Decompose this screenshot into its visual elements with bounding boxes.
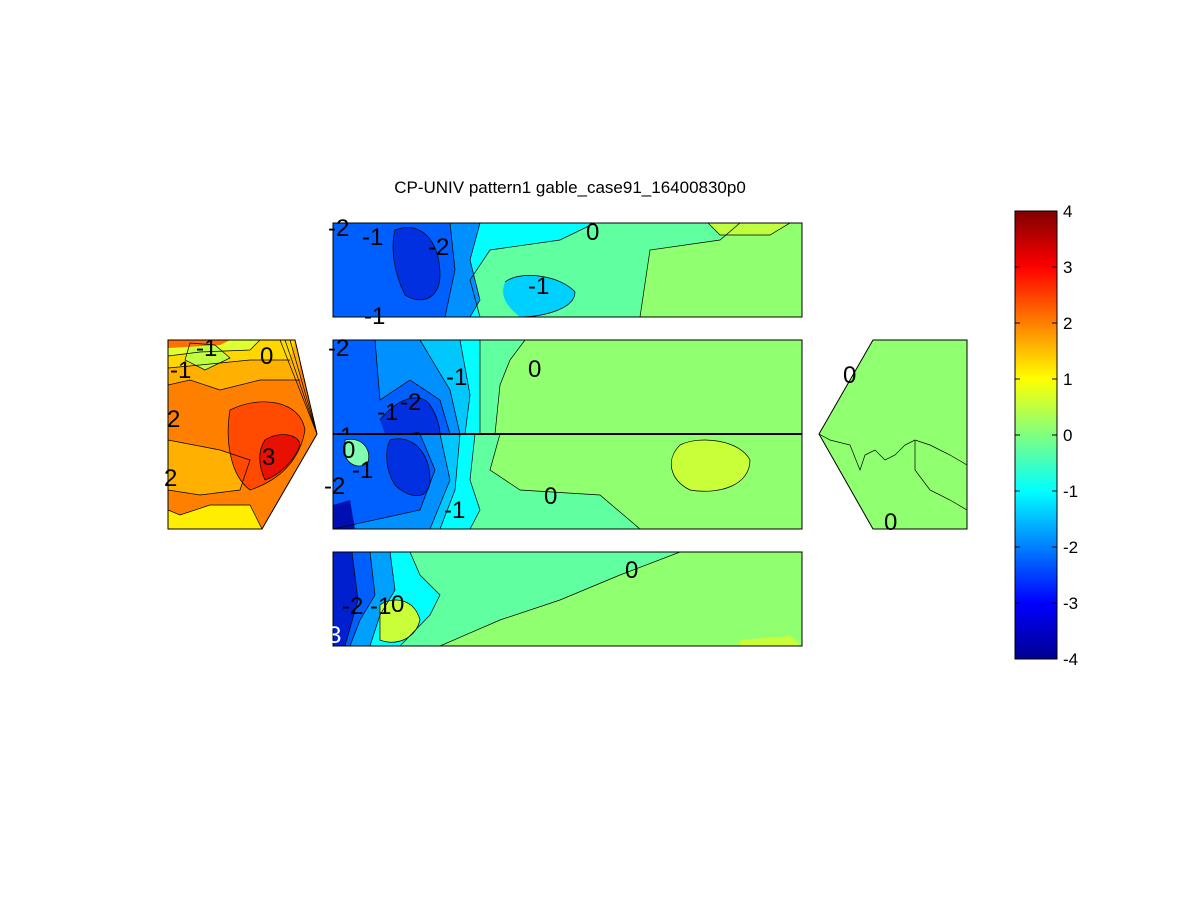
colorbar-tick-label: -2: [1063, 538, 1078, 557]
contour-label: 0: [528, 356, 541, 383]
panel-roof-leeward-slope: 0 -2 -1 0 -3: [320, 551, 803, 649]
panel-gable-wall-right: 0 0: [818, 339, 968, 536]
panel-long-wall-upper: -2 0 -1 -1 -2 -3 -1: [328, 335, 803, 455]
contour-label: 0: [260, 343, 273, 370]
contour-label: 0: [342, 437, 355, 464]
contour-label: -1: [528, 273, 549, 300]
contour-label: -1: [170, 357, 191, 384]
contour-label: -1: [362, 224, 383, 251]
contour-label: -1: [446, 364, 467, 391]
contour-label: 0: [391, 591, 404, 618]
contour-label: -1: [352, 457, 373, 484]
contour-label: -2: [328, 215, 349, 242]
contour-label: -2: [342, 593, 363, 620]
contour-label: -2: [428, 234, 449, 261]
contour-label: 0: [586, 219, 599, 246]
colorbar-tick-label: 1: [1063, 370, 1072, 389]
contour-label: 2: [167, 406, 180, 433]
contour-label: -1: [370, 593, 391, 620]
contour-label: -1: [196, 335, 217, 362]
contour-label: 0: [625, 557, 638, 584]
colorbar-tick-label: -3: [1063, 594, 1078, 613]
colorbar-tick-label: -1: [1063, 482, 1078, 501]
colorbar-gradient: [1014, 210, 1058, 660]
contour-label: -1: [377, 399, 398, 426]
contour-label: 0: [843, 362, 856, 389]
panel-gable-wall-left: -1 -1 0 2 3 2: [164, 335, 318, 530]
contour-label: -1: [444, 497, 465, 524]
contour-label: -2: [400, 389, 421, 416]
contour-label: -1: [364, 303, 385, 330]
panel-roof-windward-slope: -2 -1 -2 0 -1 -1: [328, 215, 803, 330]
colorbar-ticks: 4 3 2 1 0 -1 -2 -3 -4: [1015, 202, 1078, 669]
colorbar-tick-label: 4: [1063, 202, 1072, 221]
colorbar: 4 3 2 1 0 -1 -2 -3 -4: [1014, 202, 1078, 669]
contour-label: 0: [884, 509, 897, 536]
contour-label: 3: [262, 444, 275, 471]
colorbar-tick-label: 2: [1063, 314, 1072, 333]
contour-label: 0: [544, 483, 557, 510]
colorbar-tick-label: -4: [1063, 650, 1078, 669]
contour-label: -3: [320, 622, 341, 649]
panel-long-wall-lower: 0 -1 -2 0 -1: [324, 433, 803, 530]
colorbar-tick-label: 3: [1063, 258, 1072, 277]
contour-label: 2: [164, 465, 177, 492]
colorbar-tick-label: 0: [1063, 426, 1072, 445]
contour-label: -2: [324, 473, 345, 500]
chart-title: CP-UNIV pattern1 gable_case91_16400830p0: [394, 178, 746, 197]
contour-label: -2: [328, 335, 349, 362]
